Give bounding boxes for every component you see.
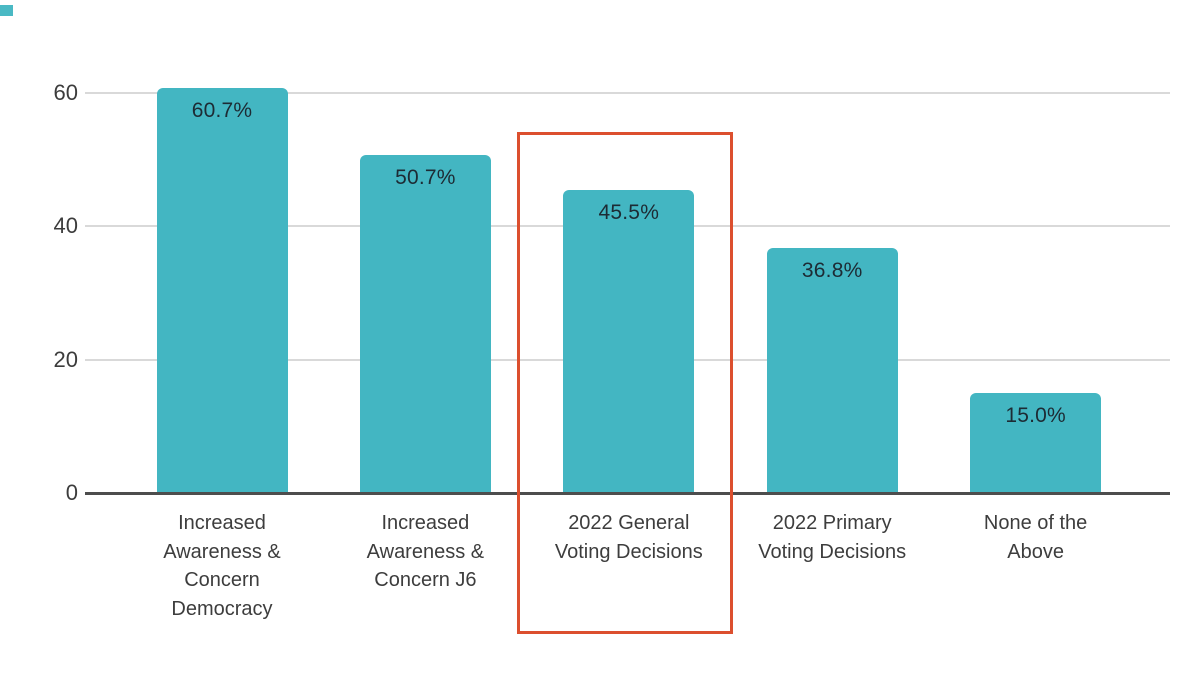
- bar-value-label: 45.5%: [598, 200, 660, 224]
- bar-value-label: 50.7%: [395, 166, 456, 189]
- bar-value-label: 36.8%: [801, 258, 863, 282]
- bar-value-label: 60.7%: [191, 99, 253, 123]
- x-category-label: Increased Awareness & Concern J6: [366, 512, 485, 591]
- bar: 15.0%: [970, 393, 1102, 493]
- bar: 36.8%: [766, 247, 898, 493]
- y-tick-label: 0: [65, 480, 78, 505]
- bar: 60.7%: [156, 88, 288, 493]
- x-category-label: 2022 General Voting Decisions: [554, 512, 703, 563]
- bar: 50.7%: [359, 155, 491, 493]
- x-axis-line: [85, 492, 1170, 495]
- bar-value-label: 15.0%: [1005, 404, 1066, 427]
- x-category-label: Increased Awareness & Concern Democracy: [163, 512, 281, 620]
- x-category-label: 2022 Primary Voting Decisions: [758, 512, 907, 563]
- y-tick-label: 60: [53, 80, 78, 105]
- corner-artifact-mark: [0, 5, 13, 16]
- y-tick-label: 40: [53, 213, 78, 239]
- highlight-box: [517, 132, 733, 634]
- gridline: [85, 92, 1170, 94]
- y-tick-label: 20: [53, 346, 78, 372]
- bar: 45.5%: [563, 189, 695, 493]
- x-category-label: None of the Above: [983, 512, 1088, 563]
